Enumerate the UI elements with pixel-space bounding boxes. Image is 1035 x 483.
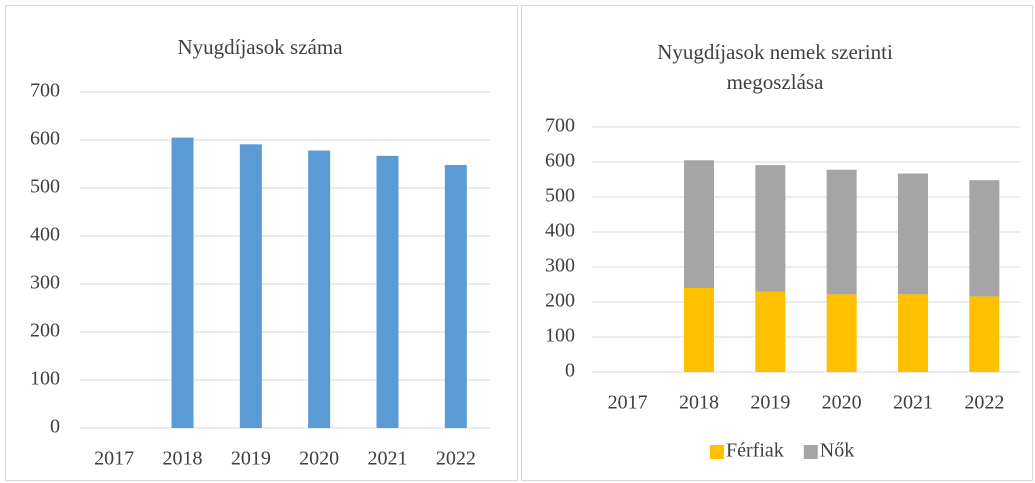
y-tick-label: 600 xyxy=(30,128,60,150)
legend-swatch xyxy=(710,445,724,459)
bar-segment xyxy=(898,294,928,372)
bar-segment xyxy=(755,291,786,372)
y-tick-label: 200 xyxy=(30,320,60,342)
chart-title: Nyugdíjasok száma xyxy=(177,35,343,59)
x-tick-label: 2021 xyxy=(368,448,408,470)
x-tick-label: 2019 xyxy=(231,448,271,470)
bar-segment xyxy=(969,180,1000,297)
x-tick-label: 2021 xyxy=(893,392,933,414)
x-tick-label: 2017 xyxy=(608,392,648,414)
bar xyxy=(444,164,467,428)
y-tick-label: 0 xyxy=(50,416,60,438)
y-tick-label: 500 xyxy=(30,176,60,198)
legend-label: Nők xyxy=(820,440,854,462)
bar-segment xyxy=(898,173,928,295)
legend-label: Férfiak xyxy=(726,440,784,462)
bar-segment xyxy=(826,294,857,372)
y-tick-label: 300 xyxy=(545,255,575,277)
bar xyxy=(171,137,194,428)
bar-segment xyxy=(969,296,1000,372)
bar xyxy=(308,150,331,428)
y-tick-label: 700 xyxy=(545,115,575,137)
x-tick-label: 2020 xyxy=(299,448,339,470)
x-tick-label: 2022 xyxy=(436,448,476,470)
y-tick-label: 200 xyxy=(545,290,575,312)
y-tick-label: 600 xyxy=(545,150,575,172)
x-tick-label: 2019 xyxy=(750,392,790,414)
x-tick-label: 2022 xyxy=(964,392,1004,414)
y-tick-label: 100 xyxy=(30,368,60,390)
y-tick-label: 400 xyxy=(545,220,575,242)
y-tick-label: 100 xyxy=(545,325,575,347)
bar-segment xyxy=(684,160,714,288)
legend-swatch xyxy=(803,445,818,459)
y-tick-label: 0 xyxy=(565,360,575,382)
bar-segment xyxy=(755,165,786,292)
y-tick-label: 500 xyxy=(545,185,575,207)
y-tick-label: 400 xyxy=(30,224,60,246)
chart-title: Nyugdíjasok nemek szerinti megoszlása xyxy=(657,40,893,94)
bar xyxy=(239,144,262,428)
x-tick-label: 2020 xyxy=(822,392,862,414)
x-tick-label: 2018 xyxy=(163,448,203,470)
y-tick-label: 300 xyxy=(30,272,60,294)
bar-segment xyxy=(684,288,714,372)
y-tick-label: 700 xyxy=(30,80,60,102)
chart-panel xyxy=(521,5,1033,481)
x-tick-label: 2018 xyxy=(679,392,719,414)
chart-panel xyxy=(5,5,518,481)
x-tick-label: 2017 xyxy=(94,448,134,470)
bar xyxy=(376,155,399,428)
bar-segment xyxy=(826,169,857,295)
